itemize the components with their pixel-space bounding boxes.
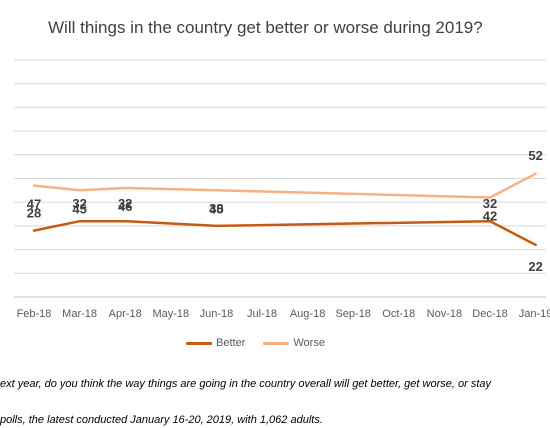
x-tick-label: Aug-18 bbox=[290, 308, 325, 320]
data-label: 46 bbox=[118, 199, 132, 214]
data-label: 45 bbox=[209, 201, 223, 216]
legend-item-better: Better bbox=[186, 337, 245, 349]
x-tick-label: Jun-18 bbox=[200, 308, 234, 320]
x-tick-label: Oct-18 bbox=[382, 308, 415, 320]
data-label: 47 bbox=[27, 197, 41, 212]
question-footnote: ext year, do you think the way things ar… bbox=[0, 378, 491, 390]
data-label: 42 bbox=[483, 208, 497, 223]
legend-swatch-worse bbox=[263, 341, 290, 345]
x-tick-label: May-18 bbox=[152, 308, 189, 320]
x-tick-label: Dec-18 bbox=[472, 308, 507, 320]
x-tick-label: Jan-19 bbox=[519, 308, 550, 320]
data-label: 28 bbox=[27, 206, 41, 221]
x-tick-label: Sep-18 bbox=[335, 308, 370, 320]
legend-label-worse: Worse bbox=[293, 337, 325, 349]
data-label: 32 bbox=[483, 196, 497, 211]
chart-legend: Better Worse bbox=[186, 337, 343, 349]
chart-title: Will things in the country get better or… bbox=[48, 18, 483, 37]
series-line-better bbox=[32, 219, 537, 247]
data-label: 22 bbox=[528, 259, 542, 274]
x-tick-label: Nov-18 bbox=[427, 308, 462, 320]
methodology-footnote: polls, the latest conducted January 16-2… bbox=[0, 414, 323, 426]
data-label: 32 bbox=[72, 196, 86, 211]
legend-label-better: Better bbox=[216, 337, 246, 349]
x-tick-label: Apr-18 bbox=[109, 308, 142, 320]
data-label: 52 bbox=[528, 148, 542, 163]
x-tick-label: Mar-18 bbox=[62, 308, 97, 320]
legend-swatch-better bbox=[186, 341, 212, 345]
data-label: 32 bbox=[118, 196, 132, 211]
series-line-worse bbox=[32, 172, 537, 199]
x-tick-label: Feb-18 bbox=[17, 308, 52, 320]
data-label: 45 bbox=[72, 201, 86, 216]
legend-item-worse: Worse bbox=[263, 337, 325, 349]
data-label: 30 bbox=[209, 201, 223, 216]
x-tick-label: Jul-18 bbox=[247, 308, 277, 320]
